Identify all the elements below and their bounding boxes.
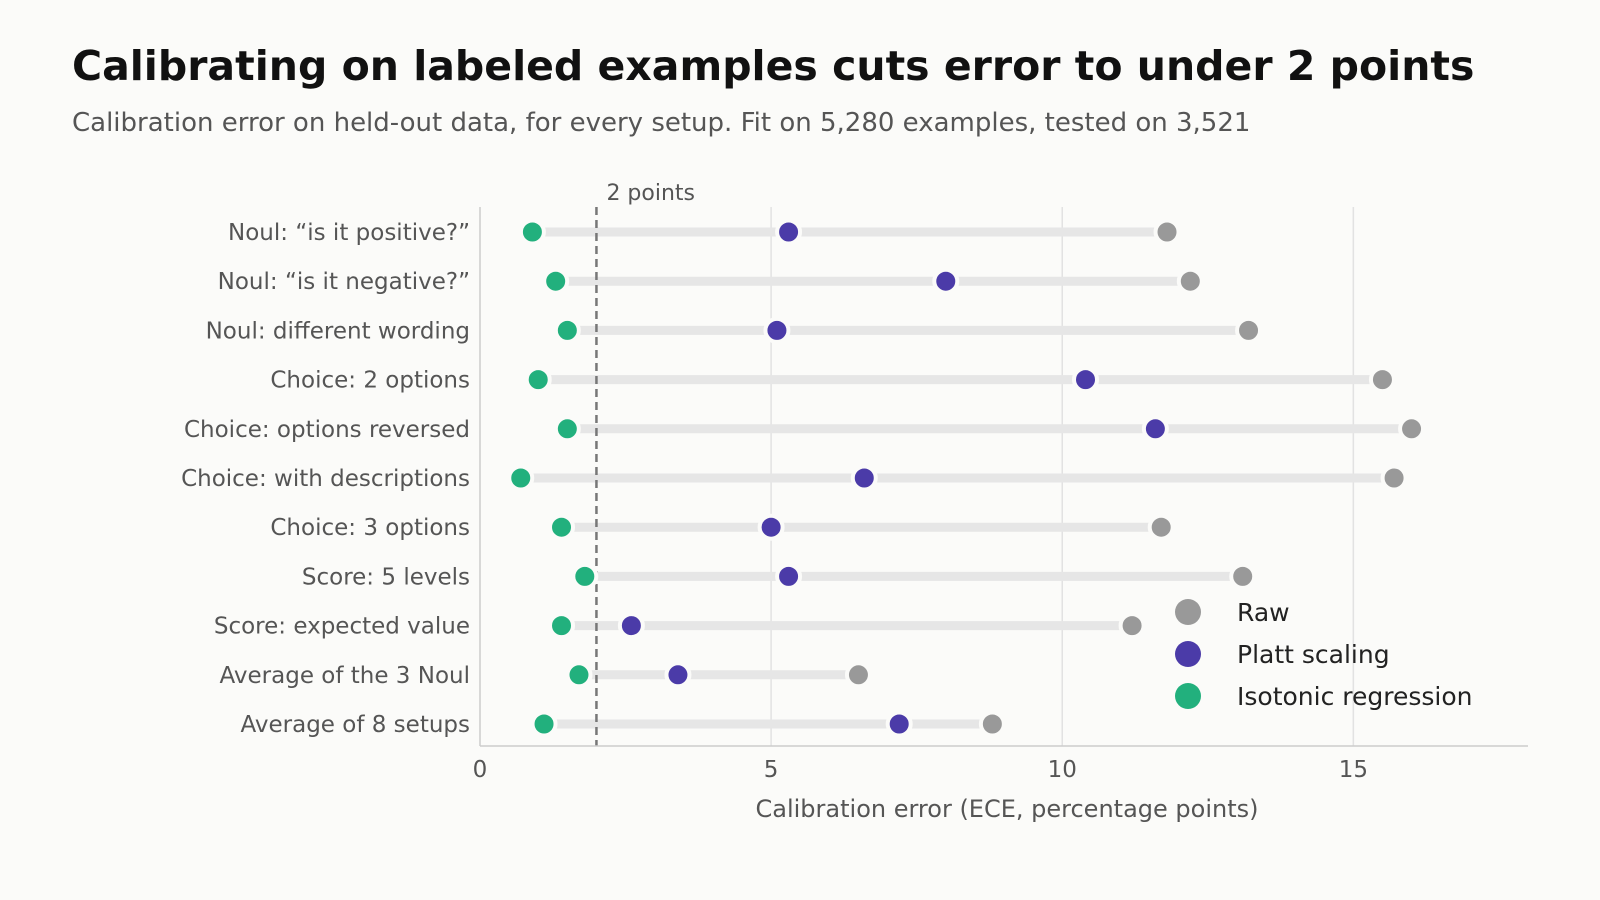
x-tick-label: 0 bbox=[473, 757, 488, 783]
category-label: Choice: with descriptions bbox=[181, 466, 470, 492]
point-raw bbox=[1153, 218, 1181, 246]
chart-title: Calibrating on labeled examples cuts err… bbox=[72, 42, 1475, 90]
point-raw bbox=[1118, 612, 1146, 640]
point-raw bbox=[1229, 562, 1257, 590]
point-isotonic bbox=[542, 267, 570, 295]
category-label: Choice: 3 options bbox=[270, 515, 470, 541]
point-isotonic bbox=[518, 218, 546, 246]
point-platt bbox=[757, 513, 785, 541]
x-tick-label: 15 bbox=[1339, 757, 1368, 783]
category-label: Noul: “is it positive?” bbox=[228, 220, 470, 246]
point-raw bbox=[1176, 267, 1204, 295]
category-label: Average of 8 setups bbox=[241, 712, 471, 738]
category-label: Choice: 2 options bbox=[270, 368, 470, 394]
chart-subtitle: Calibration error on held-out data, for … bbox=[72, 108, 1251, 138]
point-platt bbox=[1072, 366, 1100, 394]
category-label: Noul: “is it negative?” bbox=[218, 269, 470, 295]
legend-marker-platt bbox=[1175, 641, 1201, 667]
data-points bbox=[507, 218, 1426, 738]
point-platt bbox=[617, 612, 645, 640]
legend-label: Isotonic regression bbox=[1237, 682, 1473, 711]
category-label: Average of the 3 Noul bbox=[220, 663, 470, 689]
legend: Raw Platt scaling Isotonic regression bbox=[1175, 598, 1473, 711]
category-label: Choice: options reversed bbox=[184, 417, 470, 443]
point-raw bbox=[1380, 464, 1408, 492]
legend-marker-isotonic bbox=[1175, 683, 1201, 709]
point-platt bbox=[664, 661, 692, 689]
reference-line-group: 2 points bbox=[595, 181, 695, 746]
reference-line-label: 2 points bbox=[606, 181, 695, 206]
x-tick-label: 10 bbox=[1048, 757, 1077, 783]
point-platt bbox=[932, 267, 960, 295]
point-isotonic bbox=[530, 710, 558, 738]
point-platt bbox=[763, 316, 791, 344]
legend-label: Raw bbox=[1237, 598, 1290, 627]
point-platt bbox=[775, 218, 803, 246]
point-raw bbox=[844, 661, 872, 689]
category-labels: Noul: “is it positive?” Noul: “is it nega… bbox=[181, 220, 470, 738]
point-raw bbox=[1398, 415, 1426, 443]
point-platt bbox=[775, 562, 803, 590]
point-isotonic bbox=[553, 316, 581, 344]
legend-marker-raw bbox=[1175, 599, 1201, 625]
x-tick-label: 5 bbox=[764, 757, 779, 783]
point-raw bbox=[1368, 366, 1396, 394]
point-isotonic bbox=[548, 513, 576, 541]
point-raw bbox=[978, 710, 1006, 738]
point-platt bbox=[1141, 415, 1169, 443]
point-raw bbox=[1235, 316, 1263, 344]
point-isotonic bbox=[553, 415, 581, 443]
category-label: Noul: different wording bbox=[206, 318, 470, 344]
x-axis-label: Calibration error (ECE, percentage point… bbox=[756, 795, 1259, 823]
point-isotonic bbox=[507, 464, 535, 492]
point-platt bbox=[850, 464, 878, 492]
category-label: Score: 5 levels bbox=[302, 564, 470, 590]
point-isotonic bbox=[524, 366, 552, 394]
point-raw bbox=[1147, 513, 1175, 541]
point-isotonic bbox=[565, 661, 593, 689]
point-isotonic bbox=[548, 612, 576, 640]
point-isotonic bbox=[571, 562, 599, 590]
category-label: Score: expected value bbox=[214, 614, 470, 640]
connector-bars bbox=[520, 227, 1412, 729]
point-platt bbox=[885, 710, 913, 738]
legend-label: Platt scaling bbox=[1237, 640, 1390, 669]
axes: 0 5 10 15 Calibration error (ECE, percentage… bbox=[473, 207, 1528, 823]
